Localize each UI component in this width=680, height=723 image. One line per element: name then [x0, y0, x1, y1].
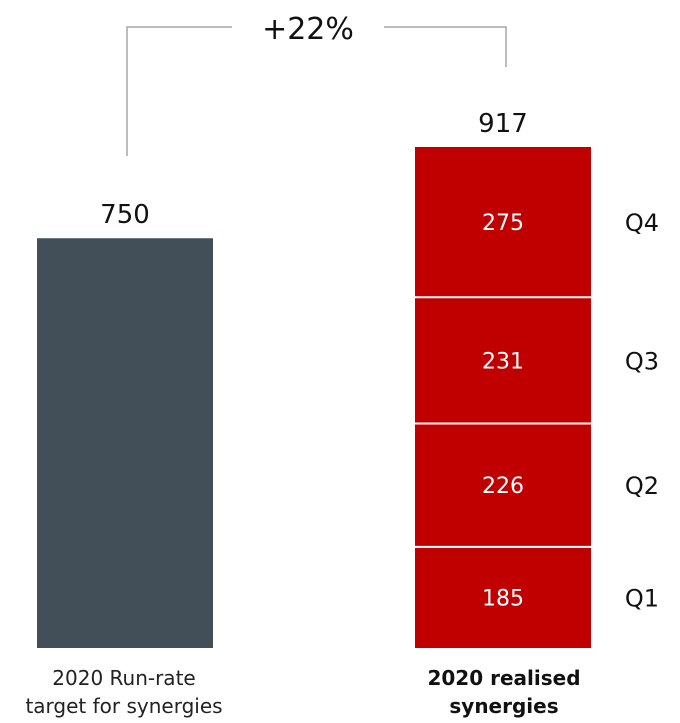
quarter-label-q4: Q4 — [625, 209, 659, 237]
quarter-label-q1: Q1 — [625, 584, 659, 612]
bracket-left-line — [126, 26, 232, 156]
category-label-realised-line1: 2020 realised — [427, 666, 581, 690]
segment-label-q1: 185 — [482, 586, 524, 611]
bar-realised-q4 — [415, 147, 591, 298]
category-label-target: 2020 Run-rate target for synergies — [24, 664, 224, 720]
value-labels-group: 750 185 Q1 226 Q2 231 Q3 275 Q4 917 — [100, 109, 659, 612]
quarter-label-q2: Q2 — [625, 472, 659, 500]
category-label-realised: 2020 realised synergies — [404, 664, 604, 720]
bar-realised-q1 — [415, 546, 591, 648]
bar-realised-q2 — [415, 423, 591, 547]
category-label-realised-line2: synergies — [449, 694, 559, 718]
category-label-target-line2: target for synergies — [25, 694, 223, 718]
growth-bracket: +22% — [126, 12, 507, 156]
bars-group — [37, 147, 591, 648]
segment-label-q2: 226 — [482, 474, 524, 499]
category-label-target-line1: 2020 Run-rate — [52, 666, 196, 690]
total-label-realised: 917 — [478, 109, 528, 139]
bar-target — [37, 238, 213, 648]
quarter-label-q3: Q3 — [625, 347, 659, 375]
total-label-target: 750 — [100, 200, 150, 230]
segment-label-q4: 275 — [482, 211, 524, 236]
growth-annotation: +22% — [262, 12, 354, 47]
bar-realised-q3 — [415, 297, 591, 424]
bracket-right-line — [384, 26, 507, 67]
segment-label-q3: 231 — [482, 349, 524, 374]
